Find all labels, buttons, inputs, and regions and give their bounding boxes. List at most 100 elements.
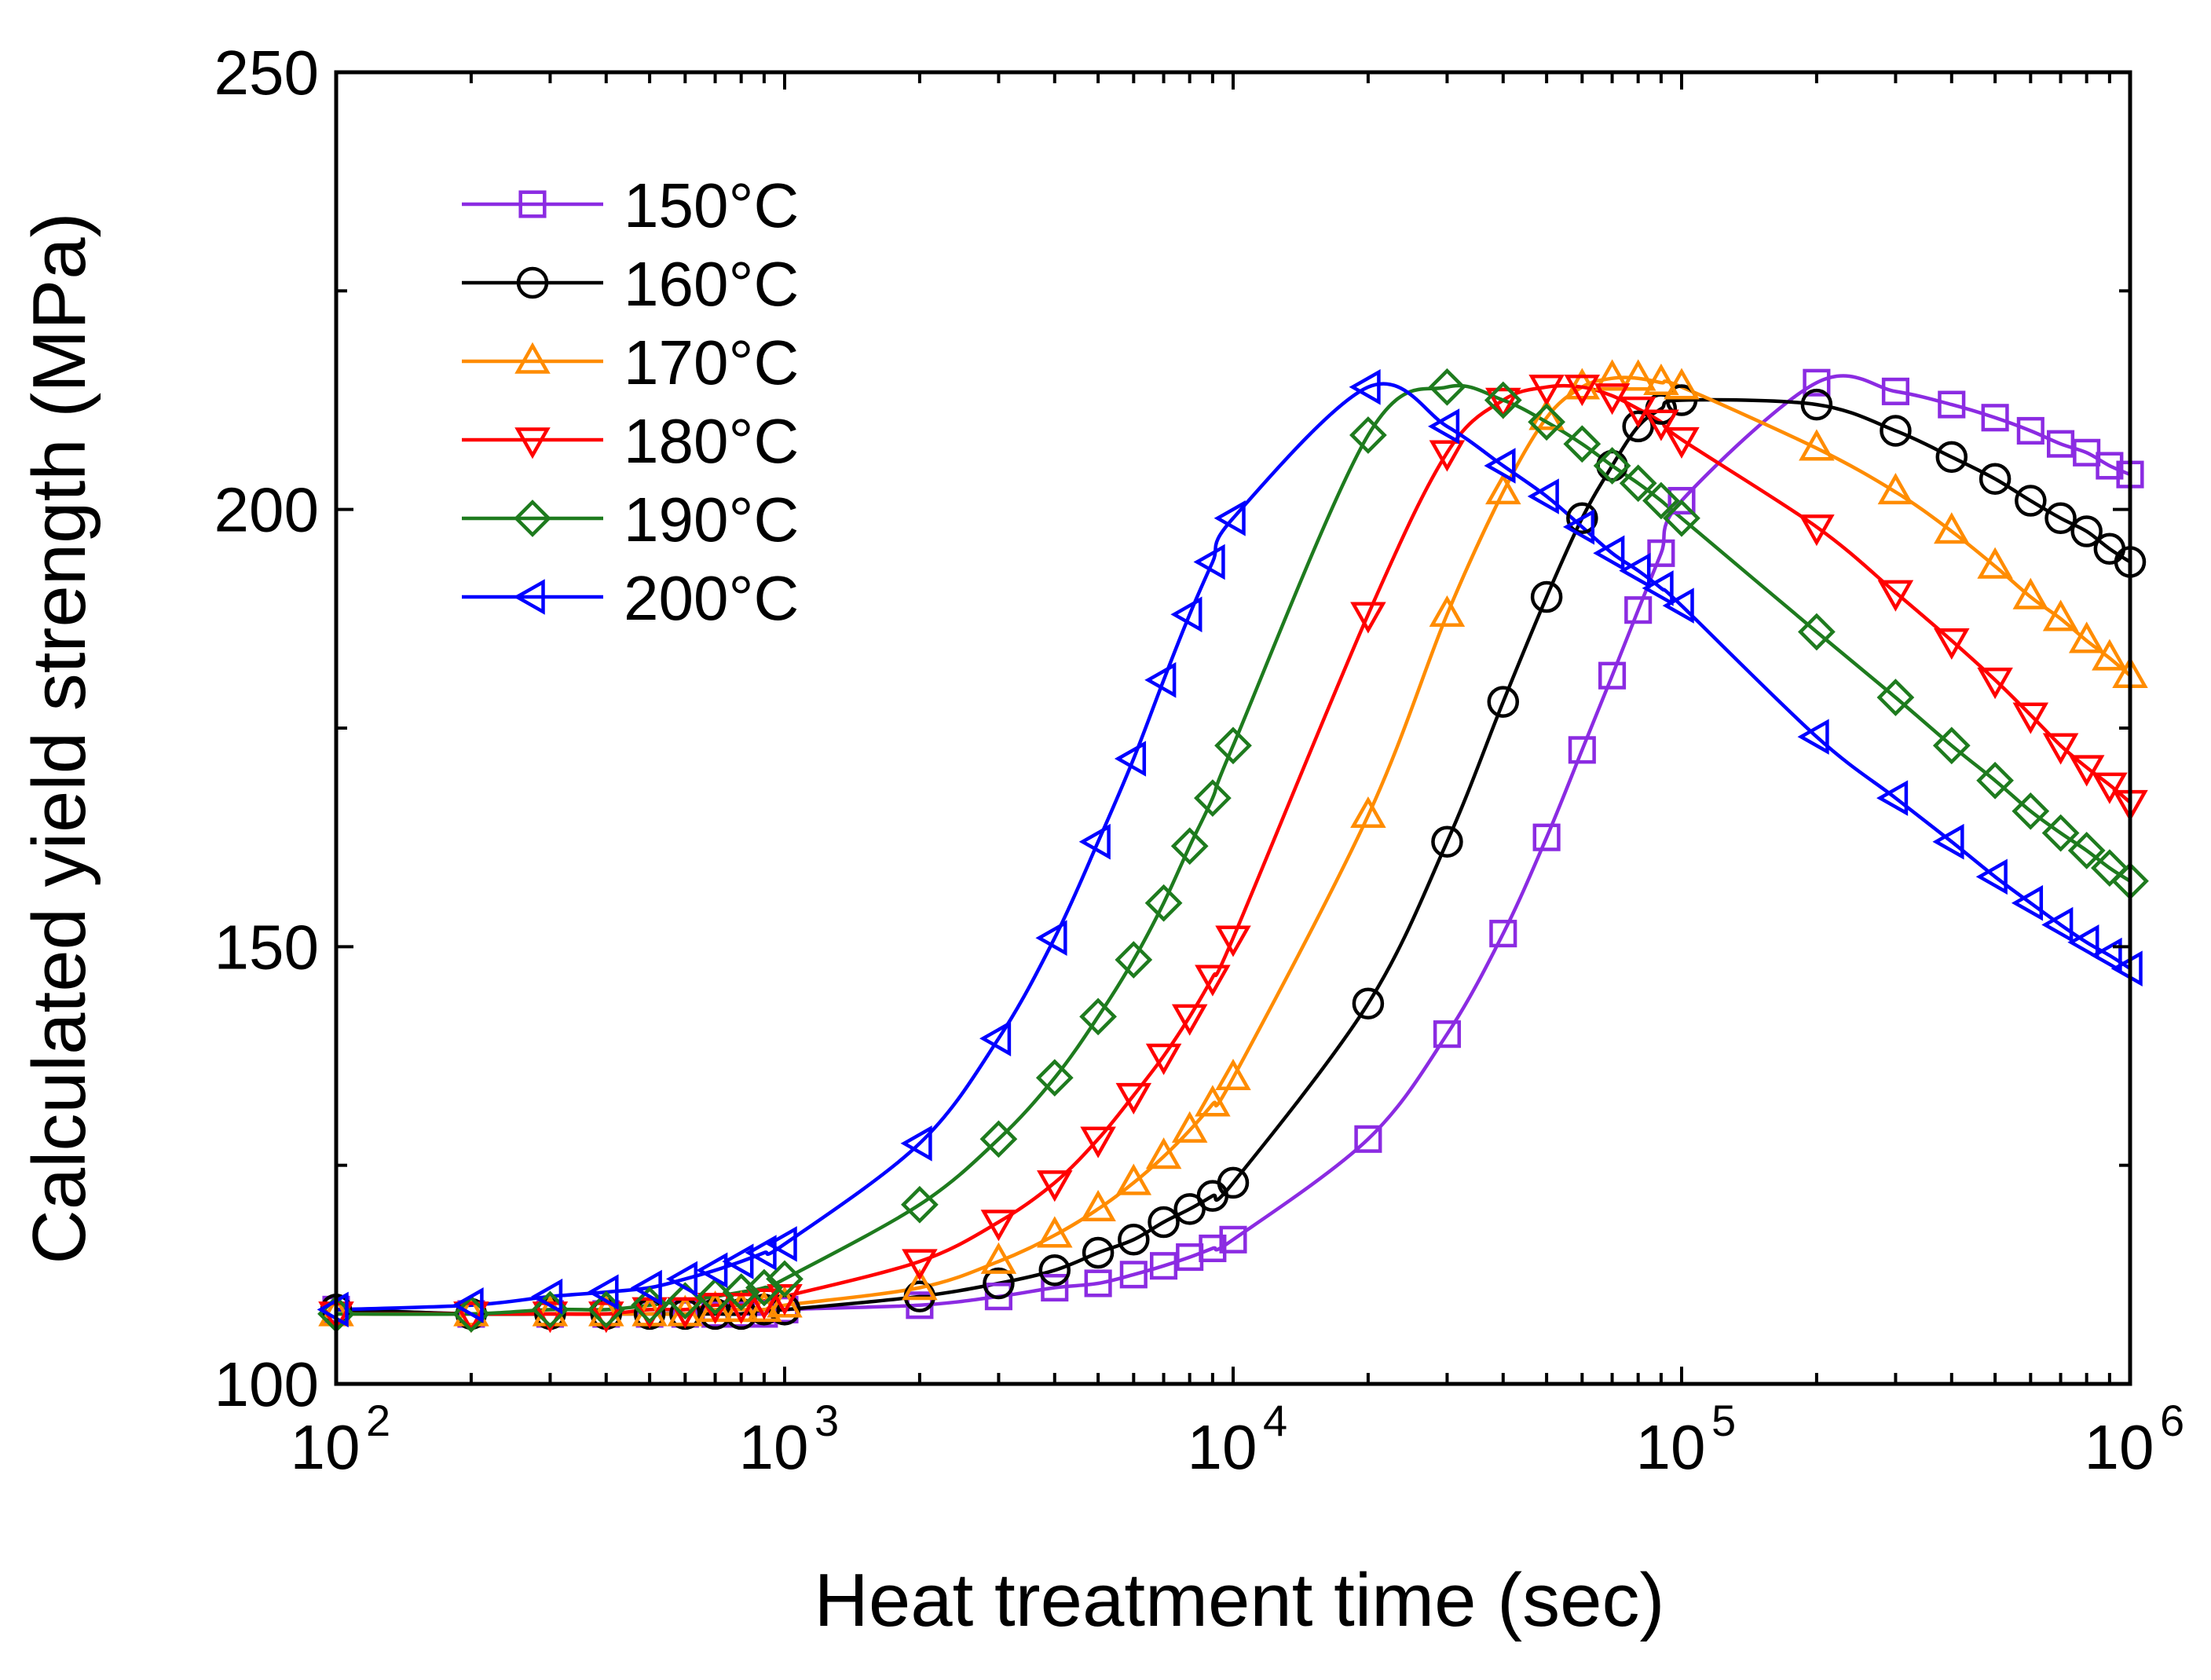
legend-marker (516, 266, 549, 299)
data-point (1563, 425, 1602, 463)
data-point (1144, 662, 1177, 698)
data-point (902, 1268, 938, 1301)
data-point (1037, 1216, 1073, 1248)
data-point (1038, 1254, 1071, 1287)
data-point (696, 1252, 728, 1289)
data-point (1195, 1085, 1231, 1117)
data-point (1642, 481, 1680, 520)
data-point (723, 1293, 760, 1325)
data-point (1193, 544, 1225, 580)
data-point (2090, 937, 2122, 974)
data-point (1115, 1082, 1152, 1115)
series-line-3 (336, 383, 2132, 1316)
data-point (1620, 359, 1656, 391)
data-point (1798, 613, 1836, 651)
data-point (1566, 502, 1598, 535)
data-point (1350, 602, 1386, 634)
data-point (1662, 587, 1694, 624)
x-axis-title: Heat treatment time (sec) (814, 1558, 1665, 1642)
data-point (1118, 1224, 1150, 1256)
data-point (1647, 539, 1675, 567)
data-point (1880, 415, 1912, 447)
data-point (1562, 509, 1595, 545)
legend-marker (518, 190, 547, 218)
data-point (1979, 463, 2011, 495)
data-point (1619, 552, 1651, 589)
data-point (1041, 1273, 1069, 1302)
data-point (1643, 363, 1679, 395)
data-point (1622, 410, 1654, 443)
x-tick-label-base: 10 (2085, 1412, 2154, 1482)
data-point (722, 1243, 754, 1279)
data-point (2016, 416, 2044, 445)
data-point (1484, 448, 1516, 484)
data-point (2011, 792, 2050, 830)
data-point (2068, 755, 2105, 787)
data-point (1876, 679, 1915, 716)
data-point (1489, 920, 1517, 948)
data-point (1664, 426, 1700, 459)
data-point (1035, 1059, 1074, 1097)
series-line-5 (335, 382, 2132, 1312)
data-point (745, 1235, 777, 1271)
data-point (1564, 368, 1601, 400)
data-point (1932, 727, 1971, 765)
data-point (1799, 514, 1835, 547)
data-point (1485, 473, 1521, 505)
data-point (1145, 1043, 1182, 1075)
data-point (1114, 741, 1147, 777)
data-point (979, 1120, 1018, 1158)
data-point (1215, 1058, 1251, 1091)
data-point (1352, 987, 1385, 1019)
data-point (1643, 409, 1679, 441)
y-tick-label: 250 (214, 38, 319, 108)
legend-label: 190°C (624, 485, 799, 555)
data-point (1119, 1261, 1148, 1289)
data-point (2091, 849, 2129, 887)
legend-label: 200°C (624, 563, 799, 633)
data-point (901, 1185, 939, 1224)
data-point (1170, 596, 1203, 633)
data-point (531, 1278, 563, 1315)
data-point (1145, 1137, 1182, 1169)
data-point (1876, 780, 1909, 816)
data-point (2042, 599, 2079, 631)
data-point (1530, 580, 1563, 613)
legend-label: 170°C (624, 328, 799, 397)
data-point (2110, 950, 2143, 986)
data-point (1532, 823, 1561, 851)
x-tick-label-exponent: 6 (2160, 1396, 2184, 1445)
data-point (1195, 964, 1231, 997)
x-tick-label-exponent: 4 (1263, 1396, 1287, 1445)
data-point (1082, 1236, 1115, 1269)
data-point (1349, 416, 1387, 454)
data-point (1664, 368, 1700, 400)
data-point (1593, 535, 1625, 572)
data-point (1598, 661, 1627, 690)
data-point (1354, 1125, 1382, 1153)
data-point (2096, 452, 2124, 480)
data-point (766, 1260, 804, 1298)
data-point (980, 1242, 1017, 1274)
legend-label: 150°C (624, 170, 799, 240)
data-point (1797, 719, 1829, 755)
data-point (1144, 884, 1183, 922)
data-point (1877, 580, 1914, 612)
x-tick-label: 10 2 (291, 1396, 391, 1482)
data-point (1935, 441, 1968, 474)
data-point (452, 1287, 484, 1323)
data-point (1199, 1234, 1227, 1262)
data-point (1037, 1170, 1073, 1202)
x-tick-label: 10 6 (2085, 1396, 2185, 1482)
legend-item: 160°C (462, 249, 799, 319)
data-point (630, 1269, 662, 1306)
data-point (1350, 796, 1386, 829)
data-point (1663, 499, 1700, 537)
data-point (1977, 668, 2013, 700)
data-point (2041, 906, 2074, 943)
data-point (1215, 925, 1251, 957)
data-point (1429, 440, 1466, 472)
data-point (1487, 686, 1520, 718)
